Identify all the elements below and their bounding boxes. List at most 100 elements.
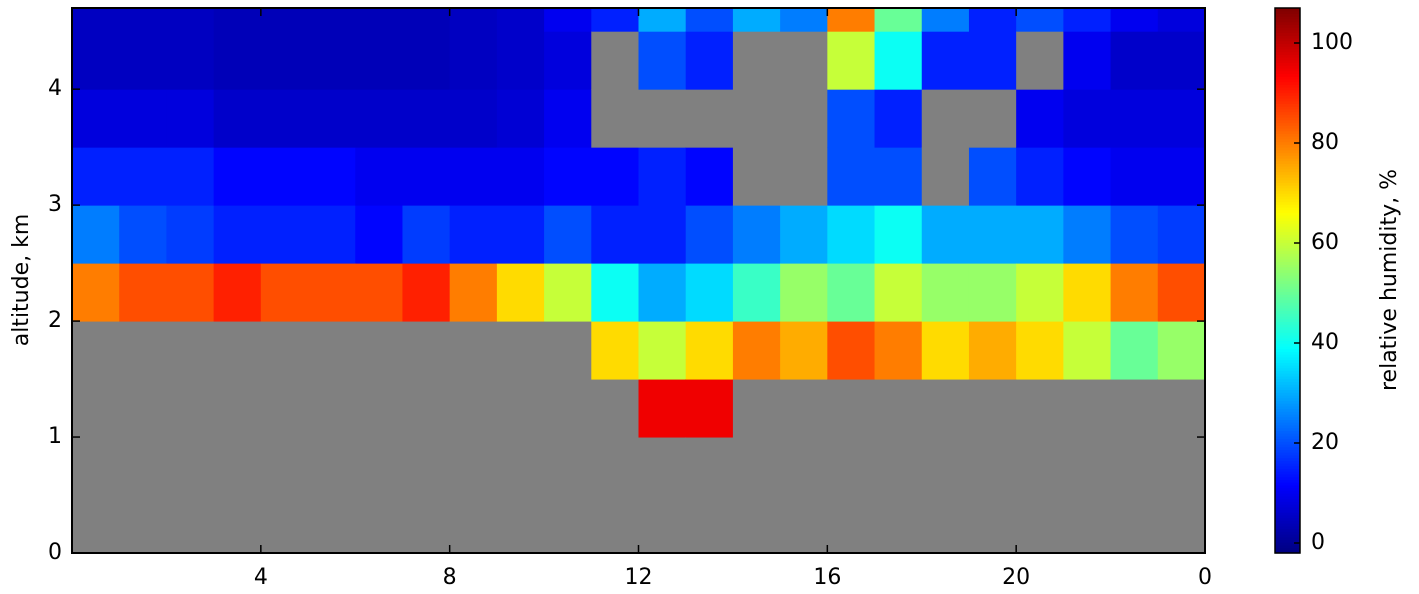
colorbar-segment <box>1275 84 1300 88</box>
x-tick-label: 8 <box>443 565 457 590</box>
colorbar-segment <box>1275 345 1300 350</box>
heatmap-cell <box>732 495 781 554</box>
heatmap-cell <box>1110 31 1159 90</box>
colorbar-segment <box>1275 525 1300 530</box>
heatmap-cell <box>308 437 356 496</box>
colorbar-segment <box>1275 471 1300 475</box>
colorbar-segment <box>1275 343 1300 347</box>
heatmap-cell <box>544 89 592 148</box>
colorbar-segment <box>1275 397 1300 401</box>
colorbar-segment <box>1275 337 1300 342</box>
y-tick-label: 3 <box>48 192 62 217</box>
heatmap-cell <box>1110 495 1159 554</box>
heatmap-cell <box>685 31 734 90</box>
heatmap-cell <box>544 263 592 322</box>
colorbar-segment <box>1275 65 1300 69</box>
colorbar-segment <box>1275 296 1300 301</box>
heatmap-cell <box>496 89 545 148</box>
heatmap-cell <box>308 205 356 264</box>
colorbar-segment <box>1275 103 1300 107</box>
colorbar-segment <box>1275 70 1300 74</box>
heatmap-cell <box>685 89 734 148</box>
colorbar-segment <box>1275 506 1300 510</box>
colorbar-segment <box>1275 438 1300 442</box>
heatmap-cell <box>1063 147 1112 206</box>
heatmap-cell <box>1016 205 1064 264</box>
heatmap-cell <box>119 205 167 264</box>
heatmap-cell <box>1016 379 1064 438</box>
colorbar-segment <box>1275 114 1300 118</box>
heatmap-cell <box>496 379 545 438</box>
y-axis-label: altitude, km <box>9 214 34 347</box>
heatmap-cell <box>874 495 923 554</box>
colorbar-segment <box>1275 285 1300 290</box>
heatmap-cell <box>1110 321 1159 380</box>
colorbar-segment <box>1275 89 1300 94</box>
heatmap-cell <box>591 321 639 380</box>
heatmap-cell <box>496 495 545 554</box>
colorbar-segment <box>1275 122 1300 126</box>
colorbar-segment <box>1275 76 1300 80</box>
heatmap-cell <box>921 89 970 148</box>
heatmap-cell <box>968 8 1017 32</box>
colorbar-segment <box>1275 288 1300 292</box>
heatmap-cell <box>355 495 403 554</box>
colorbar-segment <box>1275 503 1300 508</box>
heatmap-cell <box>355 8 403 32</box>
heatmap-cell <box>685 321 734 380</box>
colorbar-segment <box>1275 234 1300 238</box>
heatmap-cell <box>119 8 167 32</box>
heatmap-cell <box>732 89 781 148</box>
heatmap-cell <box>1016 8 1064 32</box>
colorbar-segment <box>1275 168 1300 173</box>
colorbar-segment <box>1275 305 1300 309</box>
colorbar-segment <box>1275 446 1300 451</box>
heatmap-cell <box>166 379 215 438</box>
heatmap-cell <box>827 89 876 148</box>
colorbar-segment <box>1275 460 1300 464</box>
heatmap-cell <box>921 321 970 380</box>
heatmap-cell <box>968 437 1017 496</box>
colorbar-segment <box>1275 57 1300 61</box>
colorbar-segment <box>1275 454 1300 459</box>
colorbar-segment <box>1275 359 1300 363</box>
colorbar-segment <box>1275 542 1300 546</box>
colorbar-segment <box>1275 389 1300 393</box>
heatmap-cell <box>685 147 734 206</box>
colorbar-segment <box>1275 190 1300 194</box>
heatmap-cell <box>827 437 876 496</box>
heatmap-cell <box>119 147 167 206</box>
heatmap-cell <box>780 89 828 148</box>
colorbar-tick-label: 20 <box>1311 430 1339 455</box>
heatmap-cell <box>355 205 403 264</box>
colorbar-segment <box>1275 536 1300 540</box>
heatmap-cell <box>166 495 215 554</box>
heatmap-cell <box>685 437 734 496</box>
heatmap-cell <box>355 437 403 496</box>
colorbar-segment <box>1275 523 1300 527</box>
heatmap-cell <box>827 31 876 90</box>
heatmap-cell <box>544 31 592 90</box>
y-tick-label: 1 <box>48 424 62 449</box>
colorbar-segment <box>1275 302 1300 306</box>
heatmap-cell <box>1016 321 1064 380</box>
colorbar-label: relative humidity, % <box>1377 169 1402 391</box>
heatmap-cell <box>874 89 923 148</box>
heatmap-cell <box>496 205 545 264</box>
colorbar-segment <box>1275 67 1300 72</box>
heatmap-cell <box>449 495 498 554</box>
colorbar-segment <box>1275 125 1300 129</box>
heatmap-cell <box>1016 31 1064 90</box>
heatmap-cell <box>685 379 734 438</box>
heatmap-cell <box>449 437 498 496</box>
heatmap-cell <box>780 379 828 438</box>
colorbar-segment <box>1275 433 1300 437</box>
colorbar-segment <box>1275 528 1300 532</box>
heatmap-cell <box>968 495 1017 554</box>
heatmap-cell <box>780 495 828 554</box>
heatmap-cell <box>308 263 356 322</box>
colorbar-segment <box>1275 43 1300 47</box>
colorbar-segment <box>1275 35 1300 39</box>
colorbar-tick-label: 60 <box>1311 230 1339 255</box>
